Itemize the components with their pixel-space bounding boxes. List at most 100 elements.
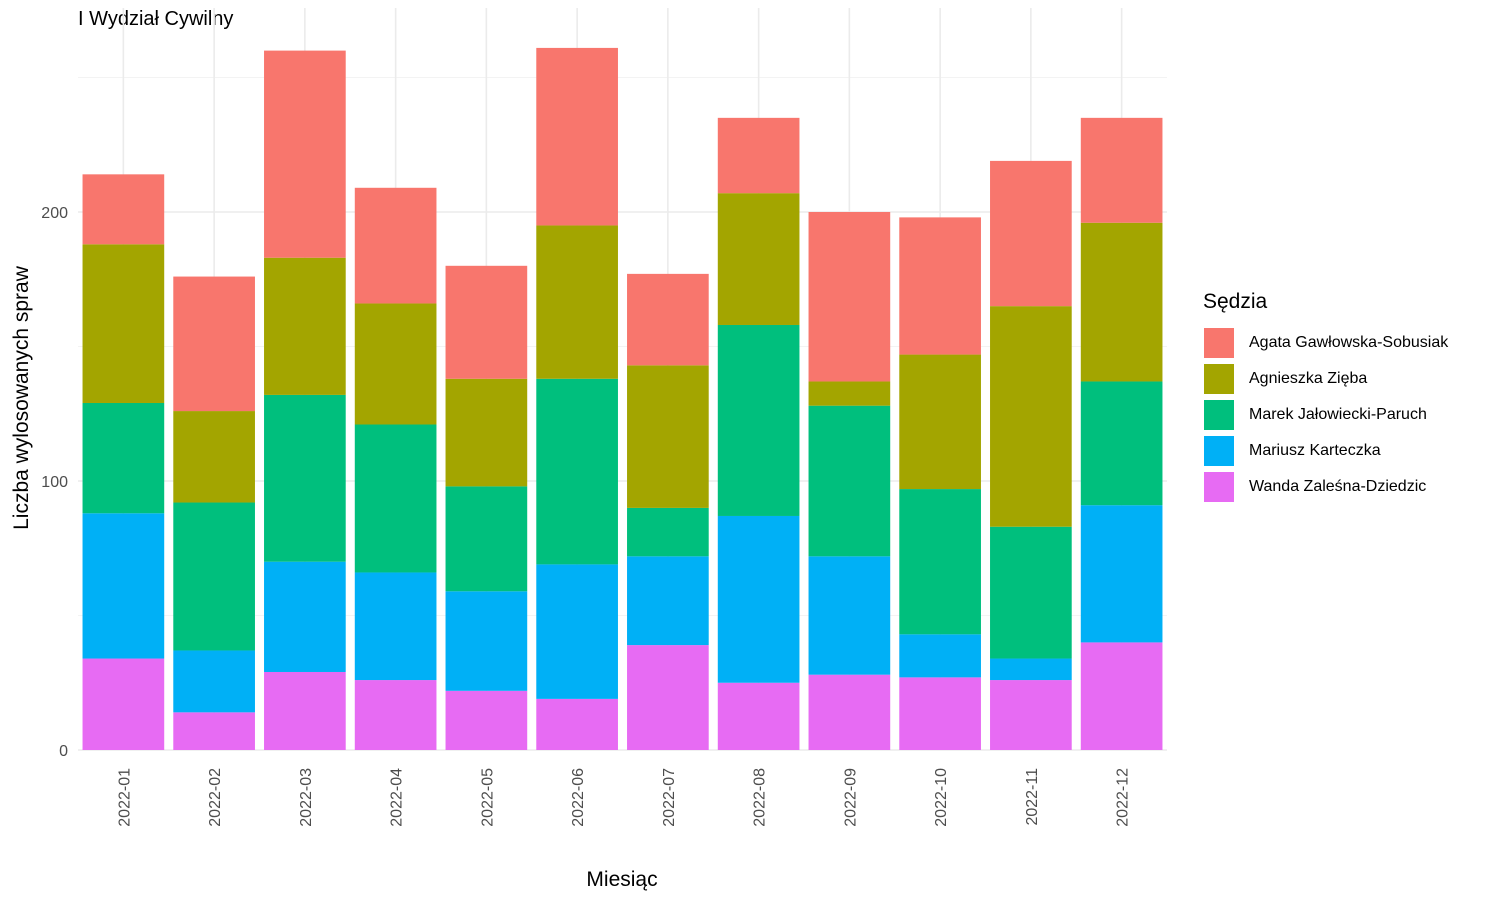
x-tick-label: 2022-02 <box>207 768 224 827</box>
x-tick-label: 2022-06 <box>570 768 587 827</box>
bar-segment <box>536 225 618 379</box>
bar-segment <box>264 561 346 672</box>
y-axis-ticks: 0 100 200 <box>41 205 68 760</box>
bar-segment <box>173 712 255 750</box>
bar-segment <box>264 671 346 750</box>
x-axis-ticks: 2022-01 2022-02 2022-03 2022-04 2022-05 2022-… <box>116 768 1131 827</box>
bar-segment <box>264 50 346 258</box>
bar-segment <box>264 257 346 395</box>
bar-segment <box>627 645 709 750</box>
bar-segment <box>1080 117 1163 223</box>
legend: Sędzia Agata Gawłowska-Sobusiak Agnieszka… <box>1203 290 1448 505</box>
bar-segment <box>717 117 800 194</box>
bar-segment <box>536 698 618 750</box>
bar-segment <box>82 513 165 659</box>
bar-segment <box>717 193 800 325</box>
bar-segment <box>1080 505 1163 643</box>
x-tick-label: 2022-12 <box>1115 768 1132 827</box>
x-tick-label: 2022-08 <box>752 768 769 827</box>
bar-segment <box>717 324 800 516</box>
bar-segment <box>990 680 1072 750</box>
bar-segment <box>1080 642 1163 750</box>
legend-label: Mariusz Karteczka <box>1249 442 1381 459</box>
bar-segment <box>82 658 165 750</box>
legend-label: Agnieszka Zięba <box>1249 370 1368 387</box>
bar-segment <box>990 526 1072 659</box>
y-tick-label: 0 <box>59 743 68 760</box>
bar-segment <box>627 273 709 366</box>
bar-segment <box>808 556 891 675</box>
legend-item: Agnieszka Zięba <box>1203 361 1448 397</box>
bar-segment <box>82 402 165 514</box>
legend-swatch <box>1203 435 1235 467</box>
chart-title: I Wydział Cywilny <box>78 8 234 30</box>
bar-segment <box>173 502 255 651</box>
x-tick-label: 2022-09 <box>842 768 859 827</box>
bar-segment <box>899 677 981 750</box>
bar-segment <box>990 306 1072 527</box>
bar-segment <box>1080 222 1163 382</box>
bar-segment <box>354 303 437 425</box>
y-tick-label: 100 <box>41 474 68 491</box>
bar-segment <box>354 680 437 750</box>
bar-segment <box>899 354 981 490</box>
bar-segment <box>445 378 528 487</box>
bar-segment <box>536 378 618 565</box>
bar-segment <box>536 47 618 226</box>
bar-segment <box>627 507 709 557</box>
bar-segment <box>354 572 437 681</box>
bar-segment <box>445 265 528 379</box>
legend-title: Sędzia <box>1203 290 1268 313</box>
bar-segment <box>173 650 255 713</box>
bars <box>82 47 1163 750</box>
x-tick-label: 2022-10 <box>933 768 950 827</box>
legend-label: Marek Jałowiecki-Paruch <box>1249 406 1427 423</box>
bar-segment <box>445 486 528 592</box>
legend-swatch <box>1203 327 1235 359</box>
bar-segment <box>899 489 981 635</box>
legend-swatch <box>1203 399 1235 431</box>
bar-segment <box>173 411 255 503</box>
x-tick-label: 2022-03 <box>298 768 315 827</box>
bar-segment <box>990 658 1072 681</box>
x-axis-title: Miesiąc <box>586 868 657 891</box>
bar-segment <box>717 682 800 750</box>
bar-segment <box>264 394 346 562</box>
legend-items: Agata Gawłowska-Sobusiak Agnieszka Zięba M… <box>1203 325 1448 505</box>
bar-segment <box>82 174 165 245</box>
legend-label: Wanda Zaleśna-Dziedzic <box>1249 478 1427 495</box>
bar-segment <box>990 160 1072 307</box>
y-axis-title: Liczba wylosowanych spraw <box>10 265 33 530</box>
bar-segment <box>173 276 255 412</box>
bar-segment <box>899 217 981 355</box>
bar-segment <box>536 564 618 699</box>
legend-swatch <box>1203 363 1235 395</box>
x-tick-label: 2022-05 <box>479 768 496 827</box>
x-tick-label: 2022-01 <box>116 768 133 827</box>
bar-segment <box>717 515 800 683</box>
bar-segment <box>808 674 891 750</box>
legend-item: Mariusz Karteczka <box>1203 433 1448 469</box>
x-tick-label: 2022-11 <box>1024 768 1041 826</box>
legend-item: Wanda Zaleśna-Dziedzic <box>1203 469 1448 505</box>
legend-item: Marek Jałowiecki-Paruch <box>1203 397 1448 433</box>
bar-segment <box>1080 381 1163 506</box>
x-tick-label: 2022-04 <box>389 768 406 827</box>
bar-segment <box>627 556 709 646</box>
legend-label: Agata Gawłowska-Sobusiak <box>1249 334 1449 351</box>
bar-segment <box>354 424 437 573</box>
bar-segment <box>627 365 709 508</box>
bar-segment <box>808 405 891 557</box>
bar-segment <box>354 187 437 304</box>
bar-segment <box>899 634 981 678</box>
legend-item: Agata Gawłowska-Sobusiak <box>1203 325 1448 361</box>
bar-segment <box>82 244 165 403</box>
bar-segment <box>808 212 891 382</box>
bar-segment <box>445 591 528 691</box>
bar-segment <box>445 690 528 750</box>
bar-segment <box>808 381 891 406</box>
x-tick-label: 2022-07 <box>661 768 678 827</box>
y-tick-label: 200 <box>41 205 68 222</box>
legend-swatch <box>1203 471 1235 503</box>
